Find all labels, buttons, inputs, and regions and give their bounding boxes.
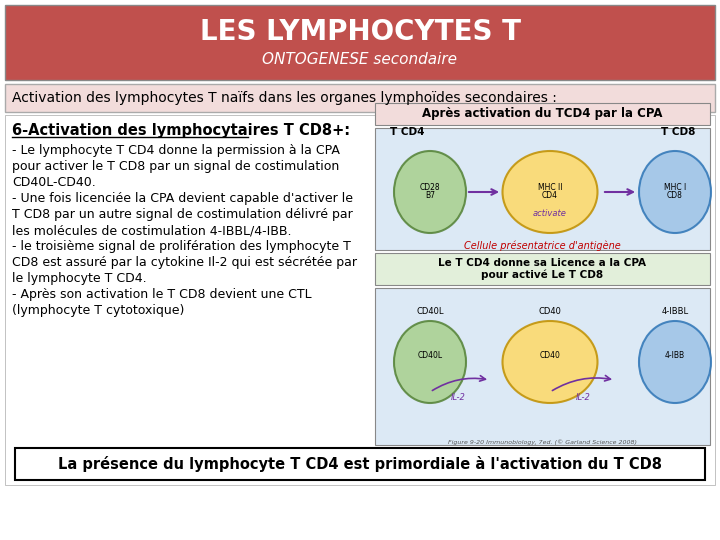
Text: CD8 est assuré par la cytokine Il-2 qui est sécrétée par: CD8 est assuré par la cytokine Il-2 qui … [12, 256, 357, 269]
Text: - Le lymphocyte T CD4 donne la permission à la CPA: - Le lymphocyte T CD4 donne la permissio… [12, 144, 340, 157]
Text: CD40L: CD40L [418, 350, 443, 360]
Text: B7: B7 [425, 192, 435, 200]
Text: 4-IBBL: 4-IBBL [662, 307, 688, 316]
Ellipse shape [639, 151, 711, 233]
Text: - le troisième signal de prolifération des lymphocyte T: - le troisième signal de prolifération d… [12, 240, 351, 253]
Text: LES LYMPHOCYTES T: LES LYMPHOCYTES T [199, 18, 521, 46]
Text: (lymphocyte T cytotoxique): (lymphocyte T cytotoxique) [12, 304, 184, 317]
Text: Activation des lymphocytes T naïfs dans les organes lymphoïdes secondaires :: Activation des lymphocytes T naïfs dans … [12, 91, 557, 105]
Text: T CD4: T CD4 [390, 127, 424, 137]
FancyBboxPatch shape [375, 288, 710, 445]
Text: 6-Activation des lymphocytaires T CD8+:: 6-Activation des lymphocytaires T CD8+: [12, 123, 350, 138]
Text: CD28: CD28 [420, 184, 441, 192]
Text: IL-2: IL-2 [451, 393, 465, 402]
Text: pour activer le T CD8 par un signal de costimulation: pour activer le T CD8 par un signal de c… [12, 160, 339, 173]
Ellipse shape [503, 321, 598, 403]
Text: les molécules de costimulation 4-IBBL/4-IBB.: les molécules de costimulation 4-IBBL/4-… [12, 224, 292, 237]
Text: - Après son activation le T CD8 devient une CTL: - Après son activation le T CD8 devient … [12, 288, 312, 301]
FancyBboxPatch shape [5, 115, 715, 485]
Text: T CD8 par un autre signal de costimulation délivré par: T CD8 par un autre signal de costimulati… [12, 208, 353, 221]
Text: CD40L: CD40L [416, 307, 444, 316]
Ellipse shape [503, 151, 598, 233]
Text: CD40: CD40 [539, 307, 562, 316]
FancyBboxPatch shape [375, 103, 710, 125]
Text: Cellule présentatrice d'antigène: Cellule présentatrice d'antigène [464, 241, 621, 251]
FancyBboxPatch shape [375, 128, 710, 250]
Text: Après activation du TCD4 par la CPA: Après activation du TCD4 par la CPA [422, 107, 662, 120]
Text: La présence du lymphocyte T CD4 est primordiale à l'activation du T CD8: La présence du lymphocyte T CD4 est prim… [58, 456, 662, 472]
Ellipse shape [639, 321, 711, 403]
FancyBboxPatch shape [375, 253, 710, 285]
Text: IL-2: IL-2 [575, 393, 590, 402]
Text: activate: activate [533, 210, 567, 219]
Ellipse shape [394, 321, 466, 403]
FancyBboxPatch shape [5, 5, 715, 80]
Text: Le T CD4 donne sa Licence a la CPA
pour activé Le T CD8: Le T CD4 donne sa Licence a la CPA pour … [438, 258, 647, 280]
Text: - Une fois licenciée la CPA devient capable d'activer le: - Une fois licenciée la CPA devient capa… [12, 192, 353, 205]
FancyBboxPatch shape [15, 448, 705, 480]
Text: ONTOGENESE secondaire: ONTOGENESE secondaire [263, 51, 457, 66]
FancyBboxPatch shape [5, 84, 715, 112]
Text: Figure 9-20 Immunobiology, 7ed. (© Garland Science 2008): Figure 9-20 Immunobiology, 7ed. (© Garla… [448, 439, 637, 445]
Text: CD40L-CD40.: CD40L-CD40. [12, 176, 96, 189]
Text: CD8: CD8 [667, 192, 683, 200]
Text: T CD8: T CD8 [661, 127, 696, 137]
Text: MHC II: MHC II [538, 184, 562, 192]
Text: MHC I: MHC I [664, 184, 686, 192]
Ellipse shape [394, 151, 466, 233]
Text: le lymphocyte T CD4.: le lymphocyte T CD4. [12, 272, 147, 285]
Text: CD4: CD4 [542, 192, 558, 200]
Text: CD40: CD40 [539, 350, 560, 360]
Text: 4-IBB: 4-IBB [665, 350, 685, 360]
